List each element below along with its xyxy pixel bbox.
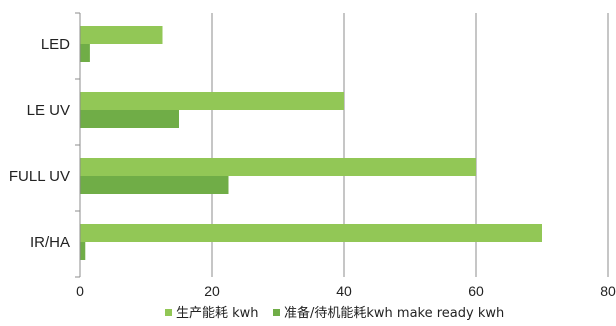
x-tick-label: 60: [468, 283, 484, 299]
bar-led-series-2: [80, 44, 90, 62]
axes: [75, 12, 81, 278]
category-label: IR/HA: [30, 234, 70, 251]
bars: [80, 26, 542, 260]
legend-swatch-1: [165, 309, 172, 316]
bar-full-uv-series-1: [80, 158, 476, 176]
legend-label-1: 生产能耗 kwh: [176, 306, 259, 321]
legend: 生产能耗 kwh 准备/待机能耗kwh make ready kwh: [165, 305, 504, 321]
x-tick-label: 20: [204, 283, 220, 299]
bar-full-uv-series-2: [80, 176, 229, 194]
bar-ir-ha-series-2: [80, 242, 86, 260]
bar-led-series-1: [80, 26, 163, 44]
legend-swatch-2: [273, 309, 280, 316]
x-tick-label: 0: [76, 283, 84, 299]
category-label: LED: [41, 36, 70, 53]
bar-le-uv-series-2: [80, 110, 179, 128]
x-tick-label: 80: [600, 283, 616, 299]
x-tick-label: 40: [336, 283, 352, 299]
bar-le-uv-series-1: [80, 92, 344, 110]
labels: 0 20 40 60 80 LED LE UV FULL UV IR/HA: [9, 36, 616, 299]
bar-ir-ha-series-1: [80, 224, 542, 242]
category-label: FULL UV: [9, 168, 70, 185]
category-label: LE UV: [27, 102, 70, 119]
legend-label-2: 准备/待机能耗kwh make ready kwh: [284, 305, 504, 321]
